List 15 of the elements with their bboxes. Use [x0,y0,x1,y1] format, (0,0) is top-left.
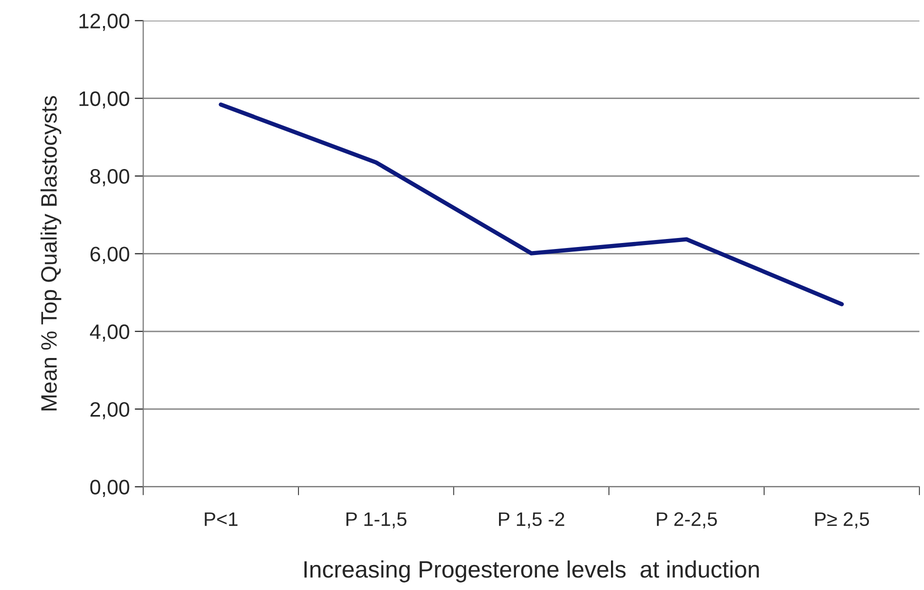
y-tick-label: 10,00 [79,91,130,109]
y-axis-title: Mean % Top Quality Blastocysts [40,96,62,410]
y-tick-label: 12,00 [79,14,130,31]
x-tick-label: P 2-2,5 [656,512,717,528]
x-tick-label: P 1,5 -2 [499,512,564,528]
x-tick-label: P≥ 2,5 [815,512,869,528]
x-tick-label: P<1 [204,512,238,526]
line-series [218,102,844,306]
y-tick-label: 0,00 [90,480,130,497]
y-tick-label: 8,00 [90,169,130,186]
x-tick-label: P 1-1,5 [346,512,406,528]
y-tick-label: 6,00 [90,246,130,264]
y-tick-label: 4,00 [90,324,130,342]
x-axis-title: Increasing Progesterone levels at induction [304,560,759,582]
y-tick-label: 2,00 [90,402,130,420]
